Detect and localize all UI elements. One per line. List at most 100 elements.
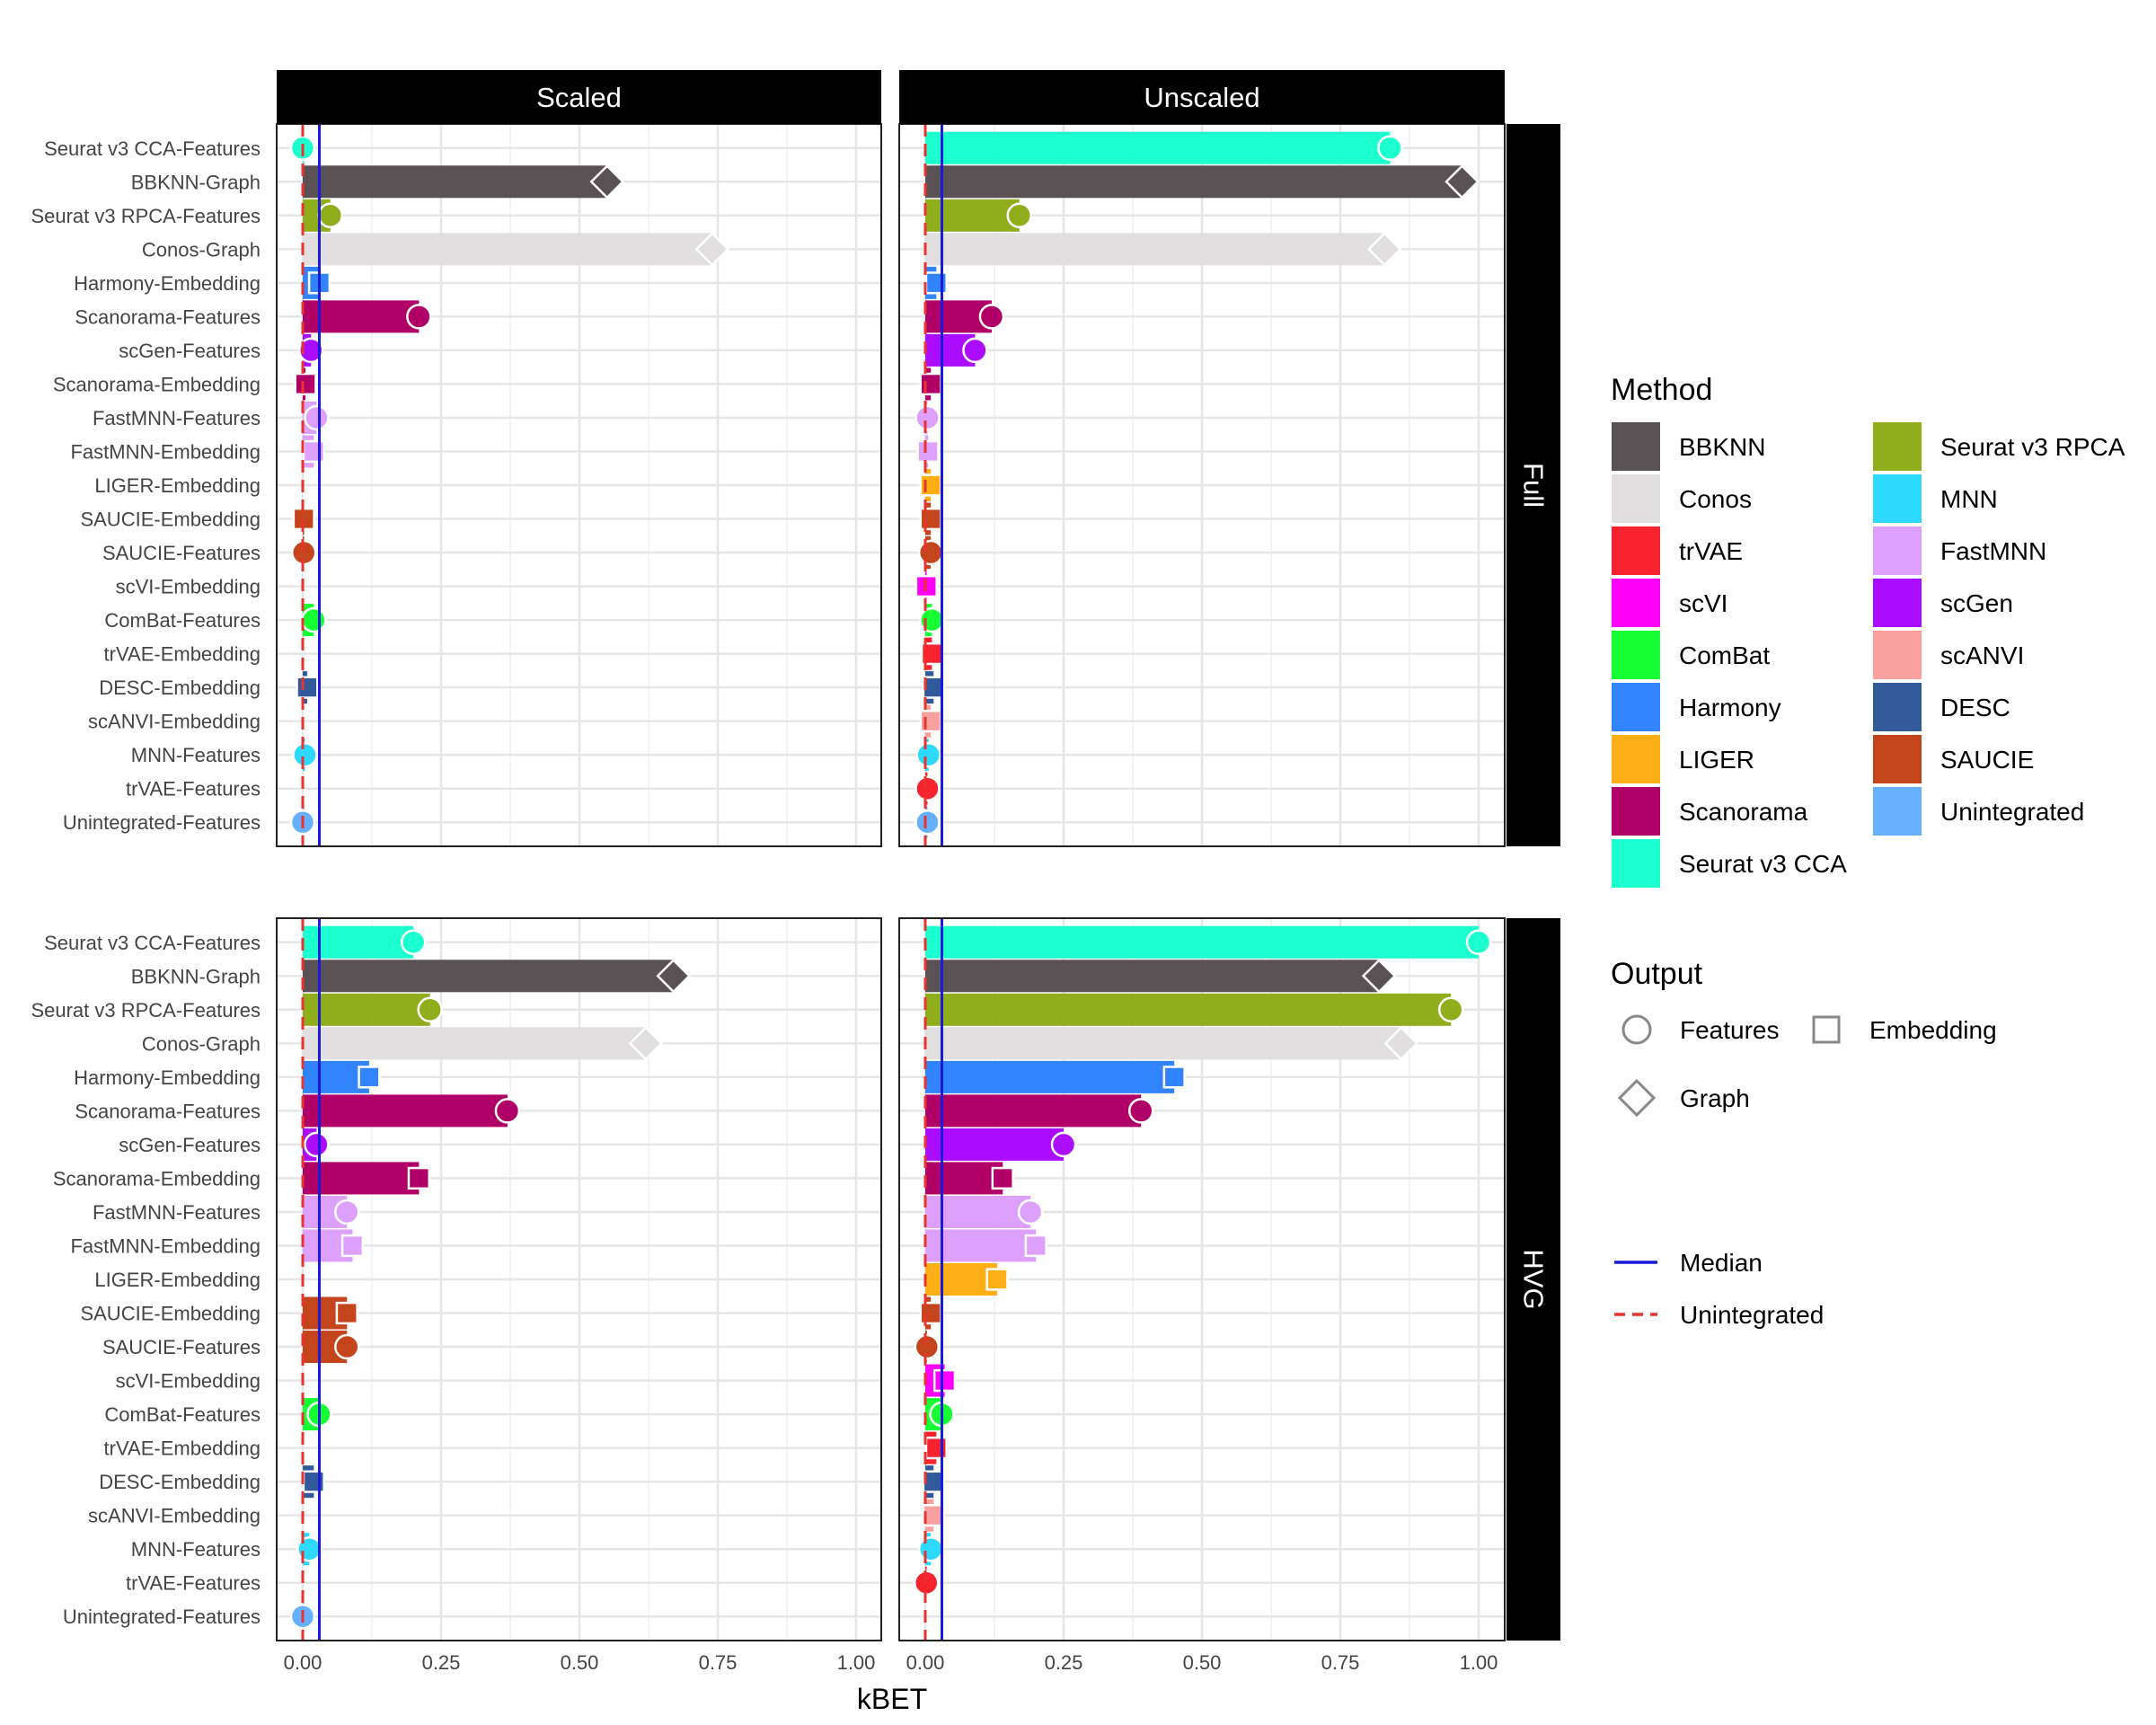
point-conos-graph [694,232,730,267]
axes-layer: Seurat v3 CCA-Features BBKNN-Graph Seurat … [31,137,1498,1674]
bar-seurat-v3-cca-features [925,925,1479,959]
legend-label-scanvi: scANVI [1940,641,2024,669]
x-tick-label: 0.75 [1321,1651,1360,1674]
panel-scaled-full: Scaled [276,70,882,847]
point-desc-embedding [922,1470,945,1493]
panel-unscaled-hvg: HVG [898,917,1560,1641]
legend-key-trvae [1612,526,1660,575]
point-trvae-embedding [924,1436,948,1460]
legend-label-scanorama: Scanorama [1679,798,1808,826]
point-fastmnn-embedding [340,1234,365,1258]
legend-label-mnn: MNN [1940,485,1998,513]
y-tick-label: Conos-Graph [142,1032,261,1055]
point-harmony-embedding [1162,1066,1186,1089]
point-bbknn-graph [589,164,625,199]
y-tick-label: DESC-Embedding [99,1471,261,1493]
point-scanorama-features [494,1098,521,1124]
point-scgen-features [962,337,988,364]
strip-scaled [277,70,881,124]
point-fastmnn-features [1017,1199,1044,1225]
point-trvae-features [915,775,941,801]
y-tick-label: Seurat v3 RPCA-Features [31,205,261,227]
legend-key-harmony [1612,683,1660,731]
legend-key-mnn [1873,474,1922,523]
bar-seurat-v3-rpca-features [303,993,430,1026]
legend-label-embedding: Embedding [1869,1016,1997,1044]
y-tick-label: scANVI-Embedding [88,1505,261,1527]
legend-key-scvi [1612,579,1660,627]
y-tick-label: trVAE-Features [126,778,261,801]
bar-seurat-v3-cca-features [925,131,1391,164]
legend-label-conos: Conos [1679,485,1752,513]
y-tick-label: ComBat-Features [104,1403,261,1426]
y-tick-label: SAUCIE-Embedding [80,509,261,531]
legend-key-embedding [1812,1015,1841,1044]
y-tick-label: FastMNN-Features [93,1201,261,1224]
panel-border [276,917,882,1641]
point-harmony-embedding [358,1066,381,1089]
point-conos-graph [628,1026,664,1061]
bar-liger-embedding [925,1263,998,1296]
point-scanorama-features [978,304,1005,330]
point-bbknn-graph [1445,164,1480,199]
panel-scaled-hvg [276,917,882,1641]
point-saucie-features [334,1333,360,1360]
legend-key-desc [1873,683,1922,731]
y-tick-label: BBKNN-Graph [131,965,261,987]
y-tick-label: Scanorama-Embedding [53,373,261,395]
bar-conos-graph [925,233,1385,266]
x-tick-label: 0.00 [906,1651,945,1674]
legend-label-liger: LIGER [1679,746,1754,774]
strip-unscaled [899,70,1505,124]
y-tick-label: trVAE-Features [126,1572,261,1595]
legend-key-seurat-v3-rpca [1873,422,1922,471]
legend-key-fastmnn [1873,526,1922,575]
strip-label-scaled: Scaled [536,82,622,113]
point-scanorama-embedding [407,1166,430,1190]
point-combat-features [301,606,327,633]
point-liger-embedding [985,1268,1009,1291]
bar-scgen-features [925,1128,1064,1161]
bar-bbknn-graph [925,165,1462,199]
point-harmony-embedding [924,271,948,295]
point-saucie-embedding [919,507,942,531]
point-fastmnn-features [304,404,330,431]
x-tick-label: 0.25 [422,1651,461,1674]
point-saucie-features [917,539,944,566]
point-seurat-v3-rpca-features [417,996,443,1023]
bar-seurat-v3-rpca-features [925,199,1020,232]
legend-label-harmony: Harmony [1679,694,1781,721]
y-tick-label: Unintegrated-Features [63,1606,261,1628]
point-desc-embedding [302,1470,325,1493]
point-saucie-embedding [335,1301,358,1325]
point-seurat-v3-cca-features [400,929,427,956]
legend-label-trvae: trVAE [1679,537,1743,565]
y-tick-label: SAUCIE-Embedding [80,1303,261,1325]
panel-border [898,917,1506,1641]
y-tick-label: Harmony-Embedding [74,1066,261,1089]
x-tick-label: 0.75 [699,1651,738,1674]
y-tick-label: Scanorama-Embedding [53,1167,261,1190]
bar-scanorama-features [925,1094,1142,1128]
legend-label-combat: ComBat [1679,641,1770,669]
point-mnn-features [292,741,318,768]
point-bbknn-graph [1361,958,1397,994]
bar-conos-graph [925,1027,1401,1060]
x-tick-label: 0.00 [284,1651,323,1674]
y-tick-label: scVI-Embedding [116,1370,261,1393]
point-seurat-v3-rpca-features [317,202,344,229]
legend-label-scvi: scVI [1679,589,1727,617]
panel-unscaled-full: Unscaled Full [898,70,1560,847]
legend-key-saucie [1873,735,1922,783]
strip-full [1507,124,1560,846]
point-scanvi-embedding [919,710,942,733]
legend-key-unintegrated [1873,787,1922,836]
y-tick-label: Seurat v3 RPCA-Features [31,999,261,1022]
strip-label-hvg: HVG [1518,1249,1550,1309]
bar-scanorama-embedding [925,1162,1003,1195]
y-tick-label: Conos-Graph [142,238,261,261]
bar-harmony-embedding [925,1060,1175,1093]
point-mnn-features [917,1535,944,1562]
legend-method-title: Method [1611,373,1712,407]
